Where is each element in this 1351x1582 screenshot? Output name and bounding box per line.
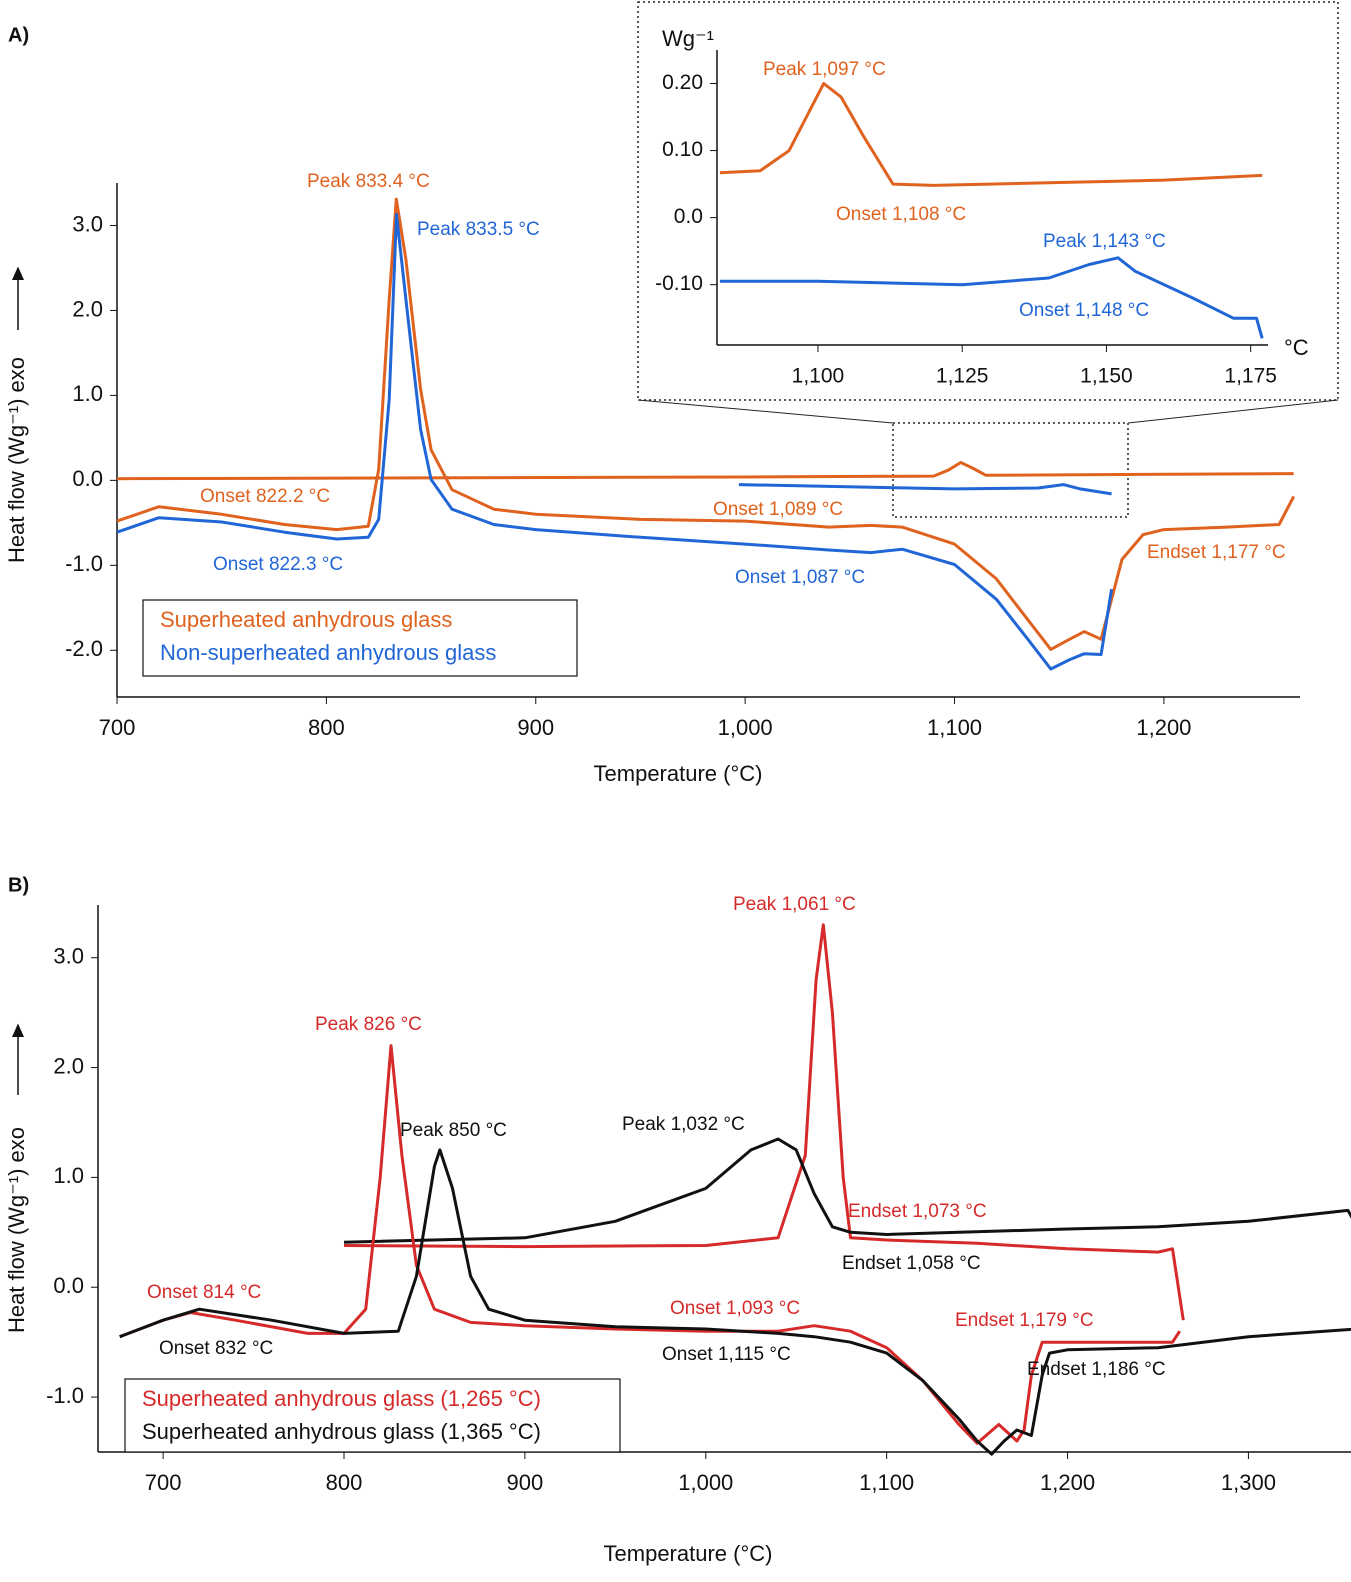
x-tick-label: 1,300 [1221, 1470, 1276, 1495]
y-tick-label: 3.0 [53, 944, 84, 969]
x-tick-label: 700 [99, 715, 136, 740]
annotation: Peak 1,032 °C [622, 1114, 745, 1135]
legend-entry: Superheated anhydrous glass (1,265 °C) [142, 1386, 541, 1411]
y-tick-label: 0.0 [674, 205, 703, 228]
annotation: Onset 1,115 °C [662, 1344, 791, 1365]
x-tick-label: 1,000 [678, 1470, 733, 1495]
annotation: Endset 1,073 °C [848, 1201, 987, 1222]
legend-entry: Non-superheated anhydrous glass [160, 640, 496, 665]
annotation: Peak 826 °C [315, 1014, 422, 1035]
annotation: Peak 1,143 °C [1043, 231, 1166, 252]
panel-label: B) [8, 874, 29, 896]
data-curve [719, 256, 1264, 339]
y-tick-label: 0.0 [53, 1273, 84, 1298]
x-axis-label: Temperature (°C) [594, 761, 763, 786]
y-tick-label: -1.0 [65, 551, 103, 576]
x-tick-label: 1,200 [1136, 715, 1191, 740]
x-tick-label: 1,100 [792, 365, 845, 388]
data-curve [116, 212, 1114, 671]
annotation: Peak 833.5 °C [417, 219, 540, 240]
y-tick-label: 2.0 [72, 296, 103, 321]
annotation: Onset 1,148 °C [1019, 300, 1149, 321]
x-tick-label: 1,000 [718, 715, 773, 740]
annotation: Onset 822.2 °C [200, 486, 330, 507]
x-tick-label: 1,175 [1224, 365, 1277, 388]
annotation: Peak 1,097 °C [763, 59, 886, 80]
annotation: Onset 1,108 °C [836, 204, 966, 225]
annotation: Endset 1,186 °C [1027, 1359, 1166, 1380]
y-axis-label: Wg⁻¹ [662, 26, 714, 51]
x-tick-label: 1,150 [1080, 365, 1133, 388]
x-axis-label: Temperature (°C) [604, 1541, 773, 1566]
inset-frame [637, 1, 1339, 401]
legend-box [124, 1378, 621, 1453]
zoom-box [892, 422, 1129, 518]
annotation: Endset 1,179 °C [955, 1310, 1094, 1331]
annotation: Onset 814 °C [147, 1282, 261, 1303]
annotation: Onset 1,087 °C [735, 567, 865, 588]
annotation: Peak 833.4 °C [307, 171, 430, 192]
annotation: Onset 1,089 °C [713, 499, 843, 520]
data-curve [116, 197, 1296, 651]
annotation: Peak 1,061 °C [733, 894, 856, 915]
y-tick-label: 1.0 [53, 1163, 84, 1188]
annotation: Endset 1,058 °C [842, 1253, 981, 1274]
y-tick-label: -0.10 [655, 272, 703, 295]
annotation: Peak 850 °C [400, 1120, 507, 1141]
x-tick-label: 900 [517, 715, 554, 740]
y-tick-label: 0.20 [662, 71, 703, 94]
y-tick-label: 3.0 [72, 211, 103, 236]
reference-curve [343, 923, 1185, 1321]
annotation: Endset 1,177 °C [1147, 542, 1286, 563]
x-tick-label: 900 [507, 1470, 544, 1495]
y-axis-label: Heat flow (Wg⁻¹) exo [4, 1127, 29, 1333]
reference-curve [116, 461, 1294, 481]
x-tick-label: 800 [308, 715, 345, 740]
zoom-connector [1127, 399, 1339, 424]
legend-box [142, 599, 578, 677]
y-tick-label: 0.10 [662, 138, 703, 161]
y-tick-label: -1.0 [46, 1383, 84, 1408]
x-tick-label: 1,100 [859, 1470, 914, 1495]
reference-curve [738, 483, 1112, 496]
y-tick-label: 0.0 [72, 466, 103, 491]
legend-entry: Superheated anhydrous glass [160, 607, 452, 632]
x-tick-label: 800 [326, 1470, 363, 1495]
y-tick-label: -2.0 [65, 636, 103, 661]
data-curve [119, 1148, 1351, 1456]
annotation: Onset 832 °C [159, 1338, 273, 1359]
annotation: Onset 822.3 °C [213, 554, 343, 575]
x-tick-label: 1,200 [1040, 1470, 1095, 1495]
x-tick-label: 700 [145, 1470, 182, 1495]
zoom-connector [637, 399, 894, 424]
annotation: Onset 1,093 °C [670, 1298, 800, 1319]
x-tick-label: 1,125 [936, 365, 989, 388]
y-tick-label: 1.0 [72, 381, 103, 406]
x-axis-label: °C [1284, 335, 1309, 360]
data-curve [719, 82, 1263, 187]
legend-entry: Superheated anhydrous glass (1,365 °C) [142, 1419, 541, 1444]
reference-curve [343, 1137, 1351, 1244]
x-tick-label: 1,100 [927, 715, 982, 740]
panel-label: A) [8, 24, 29, 46]
y-axis-label: Heat flow (Wg⁻¹) exo [4, 357, 29, 563]
y-tick-label: 2.0 [53, 1053, 84, 1078]
